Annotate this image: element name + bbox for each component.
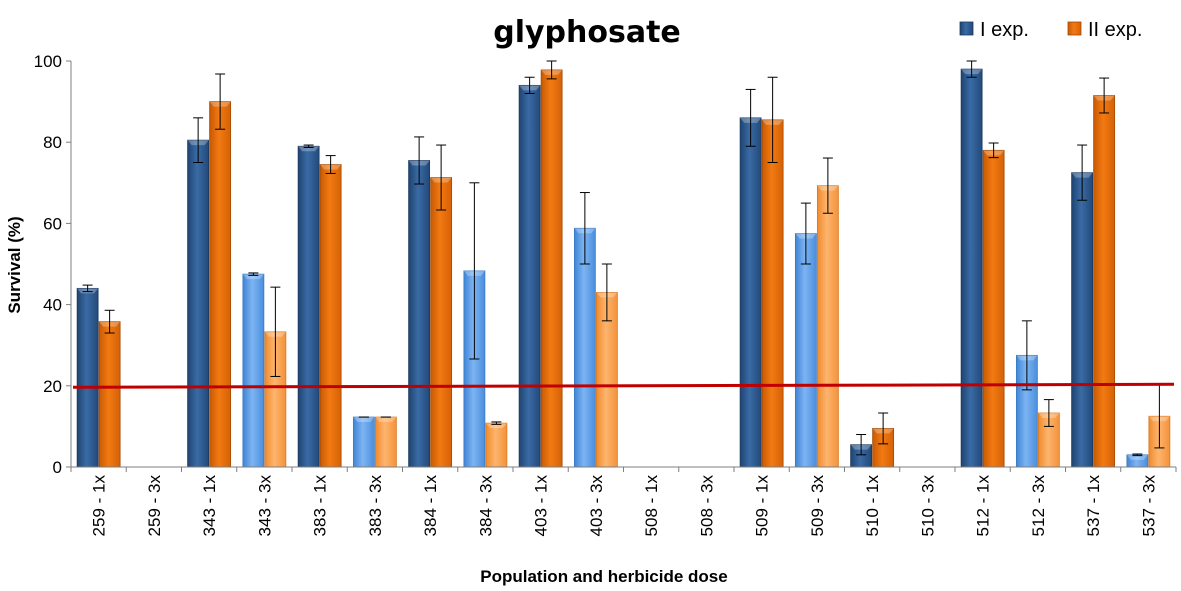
x-axis-label: Population and herbicide dose bbox=[480, 567, 727, 586]
bar-series-1 bbox=[408, 160, 431, 468]
bar-series-1 bbox=[242, 273, 265, 468]
x-tick-label: 508 - 1x bbox=[642, 475, 661, 537]
bar-series-2 bbox=[761, 119, 784, 468]
bar-series-2 bbox=[485, 422, 508, 468]
chart-title: glyphosate bbox=[493, 15, 681, 50]
x-tick-label: 259 - 1x bbox=[90, 475, 109, 537]
y-tick-label: 80 bbox=[43, 133, 62, 152]
y-tick-label: 0 bbox=[53, 458, 62, 477]
y-axis: 0 20 40 60 80 100 bbox=[34, 52, 72, 477]
x-tick-label: 259 - 3x bbox=[145, 475, 164, 537]
x-tick-label: 510 - 3x bbox=[918, 475, 937, 537]
bar-series-2 bbox=[982, 149, 1005, 468]
bars-group bbox=[72, 60, 1175, 468]
x-tick-label: 384 - 3x bbox=[476, 475, 495, 537]
bar-bevel bbox=[242, 274, 264, 280]
bar-series-1 bbox=[187, 139, 210, 468]
x-tick-label: 403 - 3x bbox=[587, 475, 606, 537]
x-tick-label: 343 - 1x bbox=[200, 475, 219, 537]
x-tick-label: 403 - 1x bbox=[532, 475, 551, 537]
x-tick-label: 384 - 1x bbox=[421, 475, 440, 537]
bar-series-2 bbox=[98, 321, 121, 468]
y-tick-label: 100 bbox=[34, 52, 62, 71]
bar-series-2 bbox=[374, 416, 397, 468]
x-axis: 259 - 1x 259 - 3x 343 - 1x 343 - 3x 383 - 1x… bbox=[70, 466, 1177, 537]
legend-label-exp2: II exp. bbox=[1088, 19, 1142, 41]
bar-bevel bbox=[353, 417, 375, 423]
y-axis-label: Survival (%) bbox=[5, 216, 24, 313]
bar-series-2 bbox=[540, 69, 563, 468]
bar-bevel bbox=[1126, 454, 1148, 460]
bar-bevel bbox=[298, 146, 320, 152]
bar-series-1 bbox=[1071, 172, 1094, 468]
x-tick-label: 508 - 3x bbox=[697, 475, 716, 537]
x-tick-label: 537 - 3x bbox=[1139, 475, 1158, 537]
bar-bevel bbox=[375, 417, 397, 423]
legend-swatch-exp1 bbox=[959, 21, 974, 36]
bar-series-2 bbox=[816, 185, 839, 468]
legend-label-exp1: I exp. bbox=[980, 19, 1029, 41]
bar-series-1 bbox=[739, 117, 762, 468]
bar-series-1 bbox=[352, 416, 375, 468]
x-tick-label: 512 - 1x bbox=[974, 475, 993, 537]
bar-series-1 bbox=[794, 233, 817, 468]
x-tick-label: 512 - 3x bbox=[1029, 475, 1048, 537]
y-tick-label: 60 bbox=[43, 214, 62, 233]
bar-series-1 bbox=[960, 68, 983, 468]
bar-series-1 bbox=[76, 287, 99, 468]
bar-series-2 bbox=[430, 177, 453, 468]
bar-series-2 bbox=[209, 101, 232, 468]
bar-series-2 bbox=[319, 164, 342, 468]
x-tick-label: 509 - 3x bbox=[808, 475, 827, 537]
y-tick-label: 20 bbox=[43, 377, 62, 396]
x-tick-label: 383 - 3x bbox=[366, 475, 385, 537]
x-tick-label: 509 - 1x bbox=[753, 475, 772, 537]
bar-bevel bbox=[485, 423, 507, 429]
bar-series-1 bbox=[297, 145, 320, 468]
bar-series-1 bbox=[518, 84, 541, 468]
bar-series-2 bbox=[1093, 95, 1116, 468]
legend: I exp. II exp. bbox=[959, 19, 1142, 41]
x-tick-label: 510 - 1x bbox=[863, 475, 882, 537]
threshold-line bbox=[72, 382, 1175, 389]
legend-swatch-exp2 bbox=[1067, 21, 1082, 36]
y-tick-label: 40 bbox=[43, 296, 62, 315]
x-tick-label: 537 - 1x bbox=[1084, 475, 1103, 537]
x-tick-label: 343 - 3x bbox=[255, 475, 274, 537]
x-tick-label: 383 - 1x bbox=[311, 475, 330, 537]
